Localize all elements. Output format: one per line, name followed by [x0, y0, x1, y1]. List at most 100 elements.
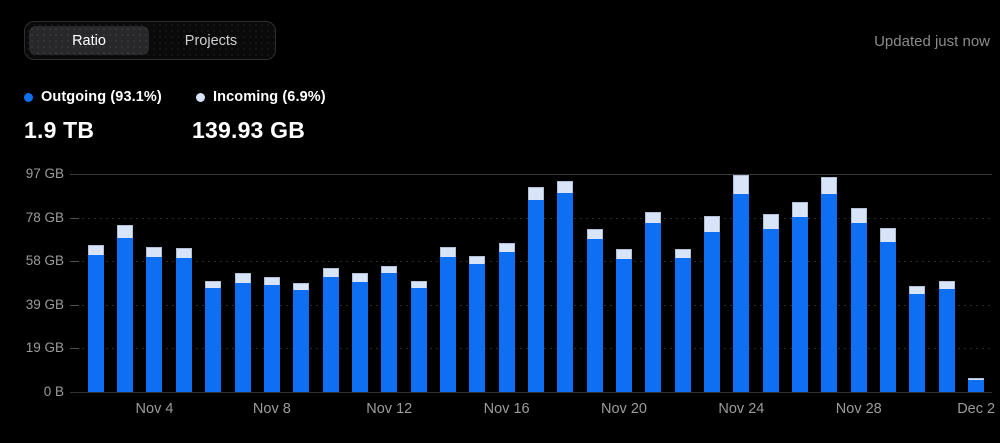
bar-dec-2[interactable]: [968, 378, 985, 392]
bar-incoming-segment: [527, 187, 544, 201]
bar-nov-4[interactable]: [146, 246, 163, 392]
outgoing-dot-icon: [24, 92, 33, 102]
bar-incoming-segment: [821, 176, 838, 195]
x-axis-label: Nov 20: [601, 401, 647, 417]
incoming-total-value: 139.93 GB: [192, 117, 306, 143]
bar-nov-13[interactable]: [410, 280, 427, 392]
view-toggle: Ratio Projects: [24, 21, 276, 60]
bar-nov-15[interactable]: [469, 255, 486, 392]
bar-nov-8[interactable]: [263, 276, 280, 392]
bar-incoming-segment: [117, 225, 134, 238]
x-axis-label: Nov 16: [483, 401, 530, 417]
bar-nov-6[interactable]: [205, 280, 222, 392]
bar-nov-5[interactable]: [175, 248, 192, 392]
y-axis-label: 39 GB: [25, 296, 64, 312]
bar-incoming-segment: [792, 201, 809, 217]
bar-incoming-segment: [586, 229, 603, 239]
bar-outgoing-segment: [704, 231, 721, 392]
outgoing-total-value: 1.9 TB: [24, 117, 95, 143]
bar-incoming-segment: [175, 248, 192, 259]
x-axis-label: Nov 24: [718, 401, 765, 417]
bar-outgoing-segment: [821, 194, 838, 392]
bar-outgoing-segment: [616, 258, 632, 392]
bar-incoming-segment: [87, 245, 104, 255]
bar-outgoing-segment: [205, 288, 222, 392]
bar-nov-11[interactable]: [351, 273, 368, 392]
bar-outgoing-segment: [586, 238, 603, 392]
x-axis-label: Nov 28: [835, 401, 882, 417]
bar-incoming-segment: [410, 280, 427, 289]
bar-incoming-segment: [439, 247, 456, 257]
bar-outgoing-segment: [498, 252, 515, 392]
bar-outgoing-segment: [645, 222, 662, 392]
bar-nov-29[interactable]: [880, 228, 897, 392]
bar-outgoing-segment: [792, 216, 809, 392]
bar-nov-22[interactable]: [674, 249, 691, 392]
bar-nov-17[interactable]: [527, 187, 544, 392]
incoming-dot-icon: [196, 92, 205, 102]
bar-nov-21[interactable]: [645, 211, 662, 392]
bar-nov-14[interactable]: [439, 247, 456, 392]
bar-nov-16[interactable]: [498, 243, 515, 392]
bar-outgoing-segment: [762, 228, 779, 392]
bar-nov-9[interactable]: [293, 282, 310, 392]
bar-nov-26[interactable]: [792, 201, 809, 392]
bar-nov-30[interactable]: [909, 285, 926, 392]
bar-outgoing-segment: [293, 289, 310, 392]
bar-incoming-segment: [762, 214, 779, 229]
bar-outgoing-segment: [117, 237, 134, 392]
bar-outgoing-segment: [850, 222, 867, 392]
bar-incoming-segment: [850, 208, 867, 223]
outgoing-label: Outgoing (93.1%): [41, 89, 162, 105]
bar-incoming-segment: [880, 228, 897, 242]
bar-outgoing-segment: [469, 263, 486, 392]
bar-nov-20[interactable]: [616, 249, 632, 392]
bar-incoming-segment: [234, 273, 251, 283]
incoming-label: Incoming (6.9%): [213, 89, 326, 105]
bar-incoming-segment: [938, 280, 955, 290]
x-axis-label: Nov 12: [366, 401, 413, 417]
bar-outgoing-segment: [175, 258, 192, 392]
x-axis-label: Nov 8: [252, 401, 291, 417]
bar-nov-19[interactable]: [586, 229, 603, 392]
y-axis-label: 0 B: [43, 384, 64, 399]
bar-incoming-segment: [645, 211, 662, 223]
bar-nov-18[interactable]: [557, 180, 574, 392]
bar-nov-27[interactable]: [821, 176, 838, 392]
bar-nov-23[interactable]: [704, 215, 721, 392]
tab-ratio[interactable]: Ratio: [29, 26, 149, 55]
bar-incoming-segment: [733, 174, 750, 195]
legend-item-outgoing: Outgoing (93.1%): [24, 89, 162, 105]
bar-nov-25[interactable]: [762, 214, 779, 392]
bar-incoming-segment: [616, 249, 632, 259]
bar-outgoing-segment: [968, 379, 985, 392]
gridline: [70, 392, 992, 393]
bar-nov-28[interactable]: [850, 208, 867, 392]
bar-outgoing-segment: [234, 282, 251, 392]
bar-outgoing-segment: [381, 273, 398, 392]
updated-status: Updated just now: [874, 33, 990, 50]
bar-incoming-segment: [381, 265, 398, 274]
bar-nov-24[interactable]: [733, 174, 750, 392]
bar-outgoing-segment: [674, 258, 691, 392]
bar-incoming-segment: [498, 243, 515, 253]
bar-incoming-segment: [351, 273, 368, 282]
bar-nov-7[interactable]: [234, 273, 251, 392]
bar-incoming-segment: [322, 268, 339, 278]
bar-outgoing-segment: [527, 200, 544, 392]
bar-outgoing-segment: [322, 277, 339, 392]
bar-outgoing-segment: [410, 288, 427, 392]
bar-nov-12[interactable]: [381, 265, 398, 392]
tab-projects[interactable]: Projects: [151, 26, 271, 55]
bar-nov-3[interactable]: [117, 225, 134, 392]
bar-nov-10[interactable]: [322, 268, 339, 392]
bar-outgoing-segment: [87, 254, 104, 392]
bar-incoming-segment: [557, 180, 574, 194]
bar-dec-1[interactable]: [938, 280, 955, 392]
y-axis-label: 58 GB: [25, 253, 64, 269]
legend-item-incoming: Incoming (6.9%): [196, 89, 326, 105]
bar-nov-2[interactable]: [87, 245, 104, 392]
bar-incoming-segment: [968, 378, 985, 380]
